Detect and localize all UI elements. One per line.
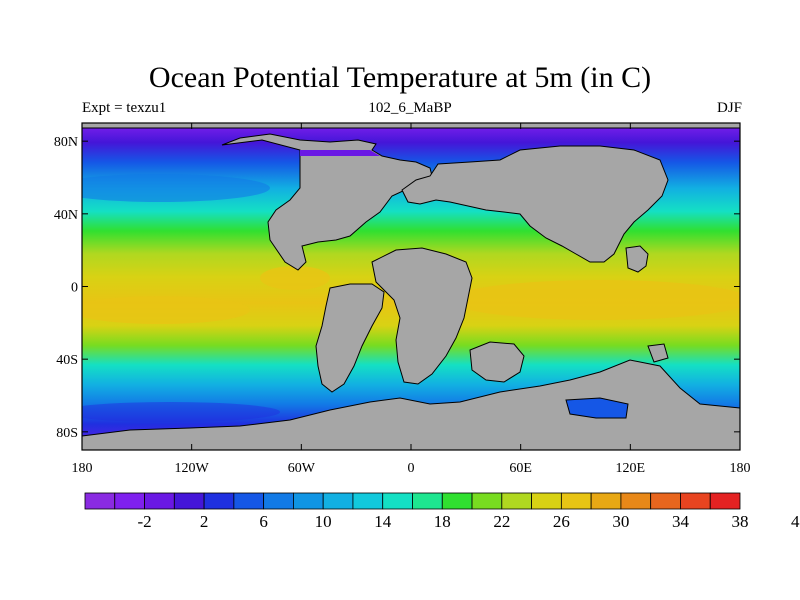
- colorbar-swatch: [382, 492, 413, 510]
- colorbar-label: 6: [259, 512, 268, 531]
- land-australia: [469, 341, 525, 383]
- warm-pool-west: [82, 296, 250, 324]
- x-tick-label: 120E: [616, 461, 646, 476]
- colorbar-swatch: [620, 492, 652, 510]
- colorbar-swatch: [590, 492, 622, 510]
- colorbar-swatch: [352, 492, 384, 510]
- land-eurasia: [401, 145, 669, 263]
- colorbar-swatch: [560, 492, 592, 510]
- y-tick-label: 80S: [56, 426, 78, 441]
- y-tick-label: 40S: [56, 353, 78, 368]
- warm-pool-central: [260, 266, 330, 290]
- x-tick-label: 180: [72, 461, 93, 476]
- x-tick-label: 180: [730, 461, 751, 476]
- colorbar-label: 14: [374, 512, 392, 531]
- plot-title: Ocean Potential Temperature at 5m (in C): [148, 61, 652, 94]
- colorbar-label: 18: [434, 512, 451, 531]
- colorbar-swatch: [412, 492, 443, 510]
- x-tick-label: 60E: [509, 461, 532, 476]
- colorbar-label: 34: [672, 512, 690, 531]
- colorbar-label: 26: [553, 512, 570, 531]
- land-south-america: [315, 283, 385, 393]
- colorbar-label: 38: [732, 512, 749, 531]
- land-small-island: [647, 343, 669, 363]
- y-tick-label: 80N: [54, 135, 78, 150]
- land-north-america: [221, 133, 433, 271]
- colorbar-label: 10: [315, 512, 332, 531]
- colorbar-label: 30: [612, 512, 629, 531]
- x-tick-label: 60W: [288, 461, 316, 476]
- colorbar-swatch: [114, 492, 145, 510]
- x-axis: 180 120W 60W 0 60E 120E 180: [72, 123, 751, 476]
- colorbar: -226101418222630343842: [84, 492, 800, 531]
- period-label: 102_6_MaBP: [368, 100, 452, 116]
- colorbar-label: 22: [493, 512, 510, 531]
- colorbar-swatch: [471, 492, 503, 510]
- colorbar-swatch: [650, 492, 681, 510]
- colorbar-swatch: [531, 492, 562, 510]
- north-cold-tongue: [82, 174, 270, 202]
- land-africa: [371, 247, 473, 385]
- southern-cold-pocket: [565, 397, 629, 419]
- colorbar-swatch: [144, 492, 175, 510]
- experiment-label: Expt = texzu1: [82, 100, 167, 116]
- colorbar-swatch: [501, 492, 532, 510]
- arctic-cold-pocket: [300, 150, 380, 156]
- colorbar-swatch: [84, 492, 116, 510]
- x-tick-label: 0: [408, 461, 415, 476]
- colorbar-swatch: [709, 492, 741, 510]
- colorbar-swatch: [233, 492, 265, 510]
- colorbar-swatch: [441, 492, 473, 510]
- colorbar-swatch: [203, 492, 235, 510]
- colorbar-swatch: [263, 492, 294, 510]
- colorbar-label: 2: [200, 512, 209, 531]
- season-label: DJF: [716, 100, 742, 116]
- colorbar-swatch: [173, 492, 205, 510]
- warm-pool-east: [450, 280, 740, 320]
- colorbar-label: -2: [137, 512, 151, 531]
- y-axis: 80N 40N 0 40S 80S: [54, 135, 740, 441]
- land-antarctica: [82, 359, 740, 450]
- south-cold-band: [82, 402, 280, 422]
- colorbar-swatch: [680, 492, 711, 510]
- y-tick-label: 40N: [54, 208, 78, 223]
- colorbar-label: 42: [791, 512, 800, 531]
- y-tick-label: 0: [71, 281, 78, 296]
- land-east-asia-island: [625, 245, 649, 273]
- colorbar-swatch: [322, 492, 354, 510]
- colorbar-swatch: [293, 492, 324, 510]
- x-tick-label: 120W: [175, 461, 210, 476]
